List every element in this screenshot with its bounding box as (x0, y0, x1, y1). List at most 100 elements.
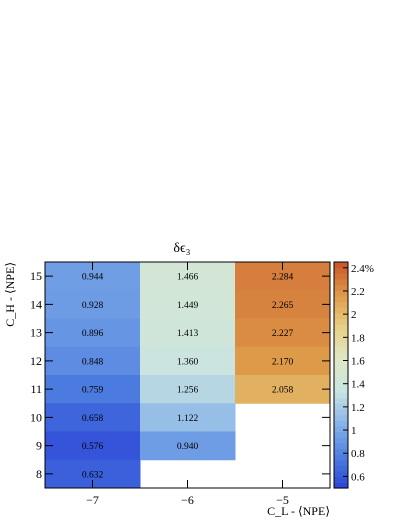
cell-value-label: 1.122 (177, 414, 199, 424)
colorbar-segment (334, 437, 348, 444)
y-tick-label: 13 (30, 326, 42, 340)
colorbar-segment (334, 431, 348, 438)
colorbar-segment (334, 375, 348, 382)
colorbar-segment (334, 397, 348, 404)
heatmap-cells (45, 262, 331, 489)
colorbar-segment (334, 471, 348, 478)
colorbar-segment (334, 262, 348, 269)
heatmap-cell (45, 431, 141, 461)
colorbar-segment (334, 267, 348, 274)
colorbar-segment (334, 448, 348, 455)
colorbar-tick-label: 0.6 (351, 471, 365, 483)
y-tick-label: 11 (30, 382, 42, 396)
colorbar-segment (334, 408, 348, 416)
colorbar-segment (334, 403, 348, 410)
x-axis: −7 −6 −5 (86, 262, 289, 507)
colorbar-segment (334, 459, 348, 466)
colorbar-tick-label: 2 (351, 309, 357, 321)
x-axis-label: C_L - ⟨NPE⟩ (267, 504, 330, 518)
colorbar-segment (334, 425, 348, 433)
y-tick-label: 9 (36, 439, 42, 453)
y-tick-label: 12 (30, 354, 42, 368)
y-tick-label: 15 (30, 269, 42, 283)
colorbar-segment (334, 301, 348, 308)
heatmap-cell (235, 290, 331, 319)
colorbar-segment (334, 318, 348, 325)
colorbar-segment (334, 482, 348, 489)
heatmap-cell (45, 375, 141, 404)
colorbar-segment (334, 335, 348, 342)
colorbar-segment (334, 290, 348, 297)
cell-value-label: 1.256 (177, 386, 199, 396)
cell-value-label: 0.576 (82, 442, 104, 452)
colorbar-frame (333, 261, 349, 489)
heatmap-cell (140, 375, 236, 404)
heatmap-cell (235, 346, 331, 376)
cell-value-label: 0.928 (82, 301, 104, 311)
cell-value-label: 0.940 (177, 442, 199, 452)
colorbar-segment (334, 278, 348, 286)
heatmap-cell (45, 290, 141, 319)
colorbar-tick-label: 1 (351, 425, 357, 437)
heatmap-cell (235, 375, 331, 404)
colorbar-segment (334, 352, 348, 359)
cell-value-label: 1.413 (177, 329, 199, 339)
colorbar-segment (334, 369, 348, 376)
colorbar-segment (334, 324, 348, 331)
cell-value-label: 1.449 (177, 301, 199, 311)
colorbar-segment (334, 380, 348, 387)
colorbar-segment (334, 476, 348, 483)
colorbar-tick-label: 1.8 (351, 332, 365, 344)
colorbar-segment (334, 307, 348, 314)
colorbar-segment (334, 454, 348, 461)
y-tick-label: 14 (30, 297, 42, 311)
cell-labels: 0.944 0.928 0.896 0.848 0.759 0.658 0.576 0.632… (82, 273, 294, 481)
y-axis-label: C_H - ⟨NPE⟩ (3, 262, 17, 327)
chart-title: δϵ₃ (173, 241, 190, 256)
y-tick-label: 10 (30, 410, 42, 424)
heatmap-cell (140, 290, 236, 319)
colorbar-segment (334, 341, 348, 348)
cell-value-label: 2.227 (272, 329, 294, 339)
colorbar-segment (334, 465, 348, 472)
cell-value-label: 0.632 (82, 470, 104, 480)
heatmap-cell (235, 318, 331, 348)
colorbar: 0.6 0.8 1 1.2 1.4 1.6 1.8 2 2.2 2.4% (333, 261, 374, 489)
heatmap-cell (45, 403, 141, 432)
colorbar-tick-label: 1.2 (351, 402, 365, 414)
colorbar-segment (334, 273, 348, 280)
colorbar-tick-label: 1.4 (351, 379, 365, 391)
colorbar-segment (334, 414, 348, 421)
y-axis: 8 9 10 11 12 13 14 15 (30, 269, 330, 481)
colorbar-segment (334, 442, 348, 450)
colorbar-tick-label: 2.4% (351, 263, 374, 275)
heatmap-cell (140, 318, 236, 348)
colorbar-segment (334, 284, 348, 291)
y-tick-label: 8 (36, 467, 42, 481)
heatmap-cell (140, 431, 236, 461)
cell-value-label: 0.848 (82, 357, 104, 367)
colorbar-segment (334, 386, 348, 393)
colorbar-tick-label: 1.6 (351, 356, 365, 368)
colorbar-tick-label: 2.2 (351, 286, 365, 298)
x-tick-label: −5 (276, 493, 289, 507)
cell-value-label: 0.944 (82, 273, 104, 283)
cell-value-label: 2.265 (272, 301, 294, 311)
heatmap-cell (45, 346, 141, 376)
x-tick-label: −6 (181, 493, 194, 507)
cell-value-label: 0.658 (82, 414, 104, 424)
cell-value-label: 0.896 (82, 329, 104, 339)
x-tick-label: −7 (86, 493, 99, 507)
colorbar-tick-label: 0.8 (351, 448, 365, 460)
heatmap-cell (45, 318, 141, 348)
colorbar-segment (334, 312, 348, 320)
cell-value-label: 1.466 (177, 273, 199, 283)
cell-value-label: 2.170 (272, 357, 294, 367)
colorbar-segment (334, 346, 348, 353)
colorbar-segment (334, 363, 348, 370)
cell-value-label: 2.058 (272, 386, 294, 396)
cell-value-label: 2.284 (272, 273, 294, 283)
colorbar-segment (334, 358, 348, 365)
heatmap-cell (140, 403, 236, 432)
